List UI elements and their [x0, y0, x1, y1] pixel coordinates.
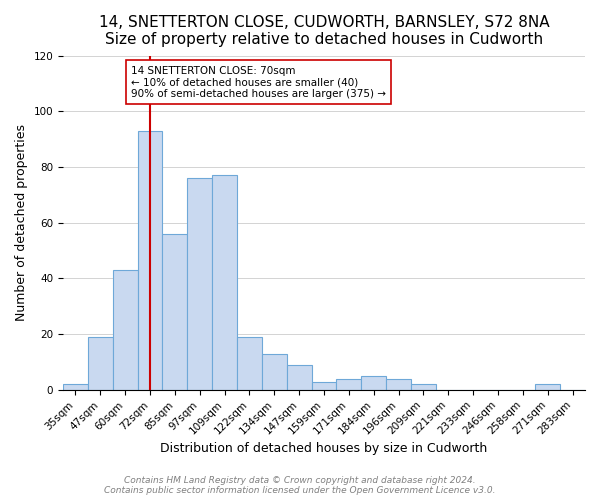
- Bar: [361, 376, 386, 390]
- Bar: [386, 378, 411, 390]
- Bar: [187, 178, 212, 390]
- Text: 14 SNETTERTON CLOSE: 70sqm
← 10% of detached houses are smaller (40)
90% of semi: 14 SNETTERTON CLOSE: 70sqm ← 10% of deta…: [131, 66, 386, 98]
- Bar: [535, 384, 560, 390]
- Bar: [262, 354, 287, 390]
- Bar: [311, 382, 337, 390]
- Bar: [287, 365, 311, 390]
- Bar: [212, 176, 237, 390]
- Title: 14, SNETTERTON CLOSE, CUDWORTH, BARNSLEY, S72 8NA
Size of property relative to d: 14, SNETTERTON CLOSE, CUDWORTH, BARNSLEY…: [99, 15, 550, 48]
- Bar: [63, 384, 88, 390]
- Bar: [113, 270, 137, 390]
- Bar: [411, 384, 436, 390]
- Text: Contains HM Land Registry data © Crown copyright and database right 2024.
Contai: Contains HM Land Registry data © Crown c…: [104, 476, 496, 495]
- Y-axis label: Number of detached properties: Number of detached properties: [15, 124, 28, 321]
- Bar: [163, 234, 187, 390]
- Bar: [337, 378, 361, 390]
- Bar: [137, 130, 163, 390]
- X-axis label: Distribution of detached houses by size in Cudworth: Distribution of detached houses by size …: [160, 442, 488, 455]
- Bar: [88, 337, 113, 390]
- Bar: [237, 337, 262, 390]
